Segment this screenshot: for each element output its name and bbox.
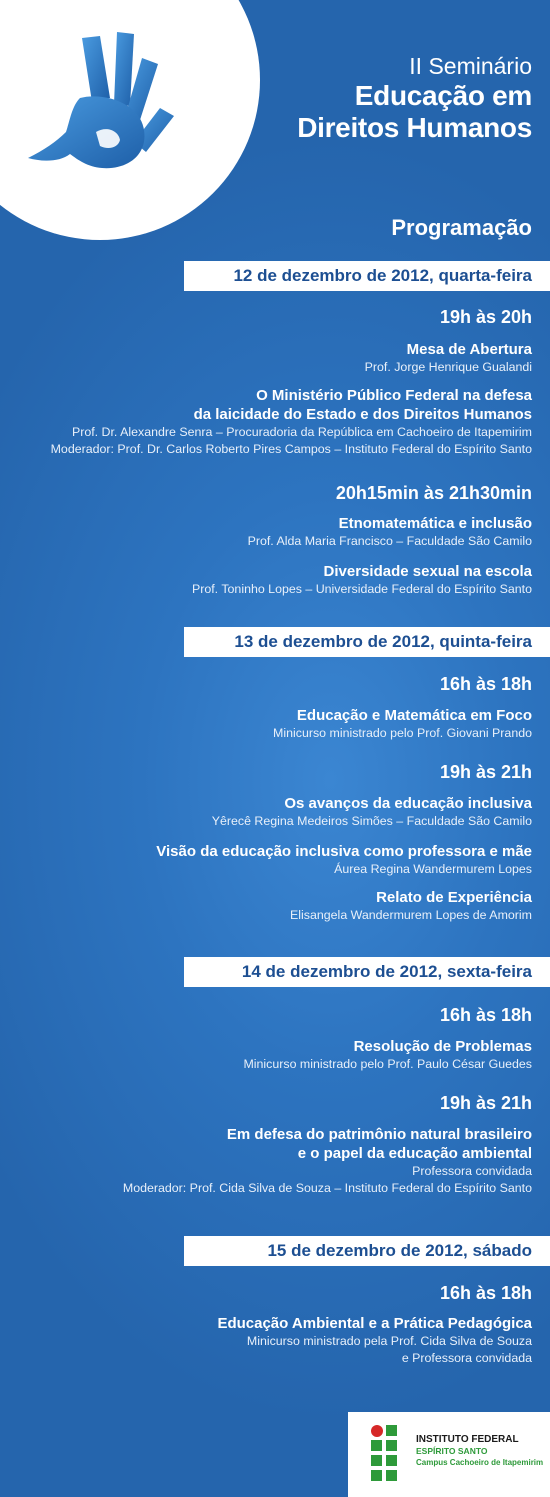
event-title: Mesa de Abertura xyxy=(406,341,532,358)
event: Relato de Experiência Elisangela Wanderm… xyxy=(290,888,532,924)
event: Resolução de Problemas Minicurso ministr… xyxy=(243,1037,532,1073)
time-slot: 16h às 18h xyxy=(439,1005,532,1025)
event-speaker: Prof. Dr. Alexandre Senra – Procuradoria… xyxy=(71,425,532,439)
date-bar: 13 de dezembro de 2012, quinta-feira xyxy=(184,627,550,657)
event-speaker: Professora convidada xyxy=(412,1164,532,1178)
event-moderator: Moderador: Prof. Cida Silva de Souza – I… xyxy=(122,1181,532,1195)
human-rights-hand-dove-icon xyxy=(28,32,174,169)
event-speaker: Minicurso ministrado pelo Prof. Giovani … xyxy=(273,726,532,740)
event-title: Visão da educação inclusiva como profess… xyxy=(156,843,532,860)
logo-text: INSTITUTO FEDERAL ESPÍRITO SANTO Campus … xyxy=(416,1434,543,1468)
event-speaker: Minicurso ministrado pela Prof. Cida Sil… xyxy=(246,1334,532,1348)
time-slot: 16h às 18h xyxy=(439,1283,532,1303)
event-title: da laicidade do Estado e dos Direitos Hu… xyxy=(193,406,532,423)
time-slot: 16h às 18h xyxy=(439,674,532,694)
event-title: Educação e Matemática em Foco xyxy=(296,707,532,724)
time-slot: 19h às 21h xyxy=(439,1093,532,1113)
time-slot: 20h15min às 21h30min xyxy=(335,483,532,503)
schedule-block: 16h às 18h xyxy=(440,1003,532,1027)
institution-logo: INSTITUTO FEDERAL ESPÍRITO SANTO Campus … xyxy=(348,1412,550,1497)
event-title: Diversidade sexual na escola xyxy=(323,563,532,580)
event-speaker: Minicurso ministrado pelo Prof. Paulo Cé… xyxy=(243,1057,532,1071)
logo-line1: INSTITUTO FEDERAL xyxy=(416,1434,519,1445)
event-speaker: Prof. Jorge Henrique Gualandi xyxy=(364,360,532,374)
event-speaker: e Professora convidada xyxy=(401,1351,532,1365)
section-title: Programação xyxy=(391,215,532,240)
event: Os avanços da educação inclusiva Yêrecê … xyxy=(212,794,532,830)
event-title: Etnomatemática e inclusão xyxy=(338,515,532,532)
event-title: e o papel da educação ambiental xyxy=(297,1145,532,1162)
if-logo-icon xyxy=(371,1425,397,1481)
event: Educação e Matemática em Foco Minicurso … xyxy=(273,706,532,742)
seminar-title-line1: Educação em xyxy=(354,80,533,111)
event-title: Os avanços da educação inclusiva xyxy=(284,795,532,812)
header: II Seminário Educação em Direitos Humano… xyxy=(297,52,532,144)
schedule-block: 19h às 21h xyxy=(440,1091,532,1115)
schedule-block: 19h às 21h xyxy=(440,760,532,784)
event-moderator: Moderador: Prof. Dr. Carlos Roberto Pire… xyxy=(50,442,532,456)
event: O Ministério Público Federal na defesa d… xyxy=(51,386,532,458)
seminar-title-line2: Direitos Humanos xyxy=(297,112,532,143)
date-bar: 12 de dezembro de 2012, quarta-feira xyxy=(184,261,550,291)
schedule-block: 19h às 20h xyxy=(440,305,532,329)
event-speaker: Prof. Alda Maria Francisco – Faculdade S… xyxy=(247,534,532,548)
logo-line2: ESPÍRITO SANTO xyxy=(416,1446,488,1456)
event-title: Resolução de Problemas xyxy=(353,1038,532,1055)
event: Mesa de Abertura Prof. Jorge Henrique Gu… xyxy=(365,340,532,376)
schedule-block: 16h às 18h xyxy=(440,672,532,696)
logo-line3: Campus Cachoeiro de Itapemirim xyxy=(416,1458,544,1467)
event: Etnomatemática e inclusão Prof. Alda Mar… xyxy=(248,514,532,550)
event-speaker: Áurea Regina Wandermurem Lopes xyxy=(334,862,532,876)
event-speaker: Elisangela Wandermurem Lopes de Amorim xyxy=(290,908,532,922)
event: Visão da educação inclusiva como profess… xyxy=(156,842,532,878)
event-title: O Ministério Público Federal na defesa xyxy=(256,387,532,404)
time-slot: 19h às 20h xyxy=(439,307,532,327)
seminar-number: II Seminário xyxy=(409,53,532,79)
schedule-block: 16h às 18h xyxy=(440,1281,532,1305)
event-speaker: Prof. Toninho Lopes – Universidade Feder… xyxy=(191,582,532,596)
event-title: Em defesa do patrimônio natural brasilei… xyxy=(226,1126,532,1143)
event: Educação Ambiental e a Prática Pedagógic… xyxy=(217,1314,532,1367)
event-title: Educação Ambiental e a Prática Pedagógic… xyxy=(217,1315,532,1332)
date-bar: 15 de dezembro de 2012, sábado xyxy=(184,1236,550,1266)
event: Diversidade sexual na escola Prof. Tonin… xyxy=(192,562,532,598)
schedule-block: 20h15min às 21h30min xyxy=(336,481,532,505)
event: Em defesa do patrimônio natural brasilei… xyxy=(123,1125,532,1197)
event-speaker: Yêrecê Regina Medeiros Simões – Faculdad… xyxy=(211,814,532,828)
time-slot: 19h às 21h xyxy=(439,762,532,782)
date-bar: 14 de dezembro de 2012, sexta-feira xyxy=(184,957,550,987)
event-title: Relato de Experiência xyxy=(376,889,532,906)
